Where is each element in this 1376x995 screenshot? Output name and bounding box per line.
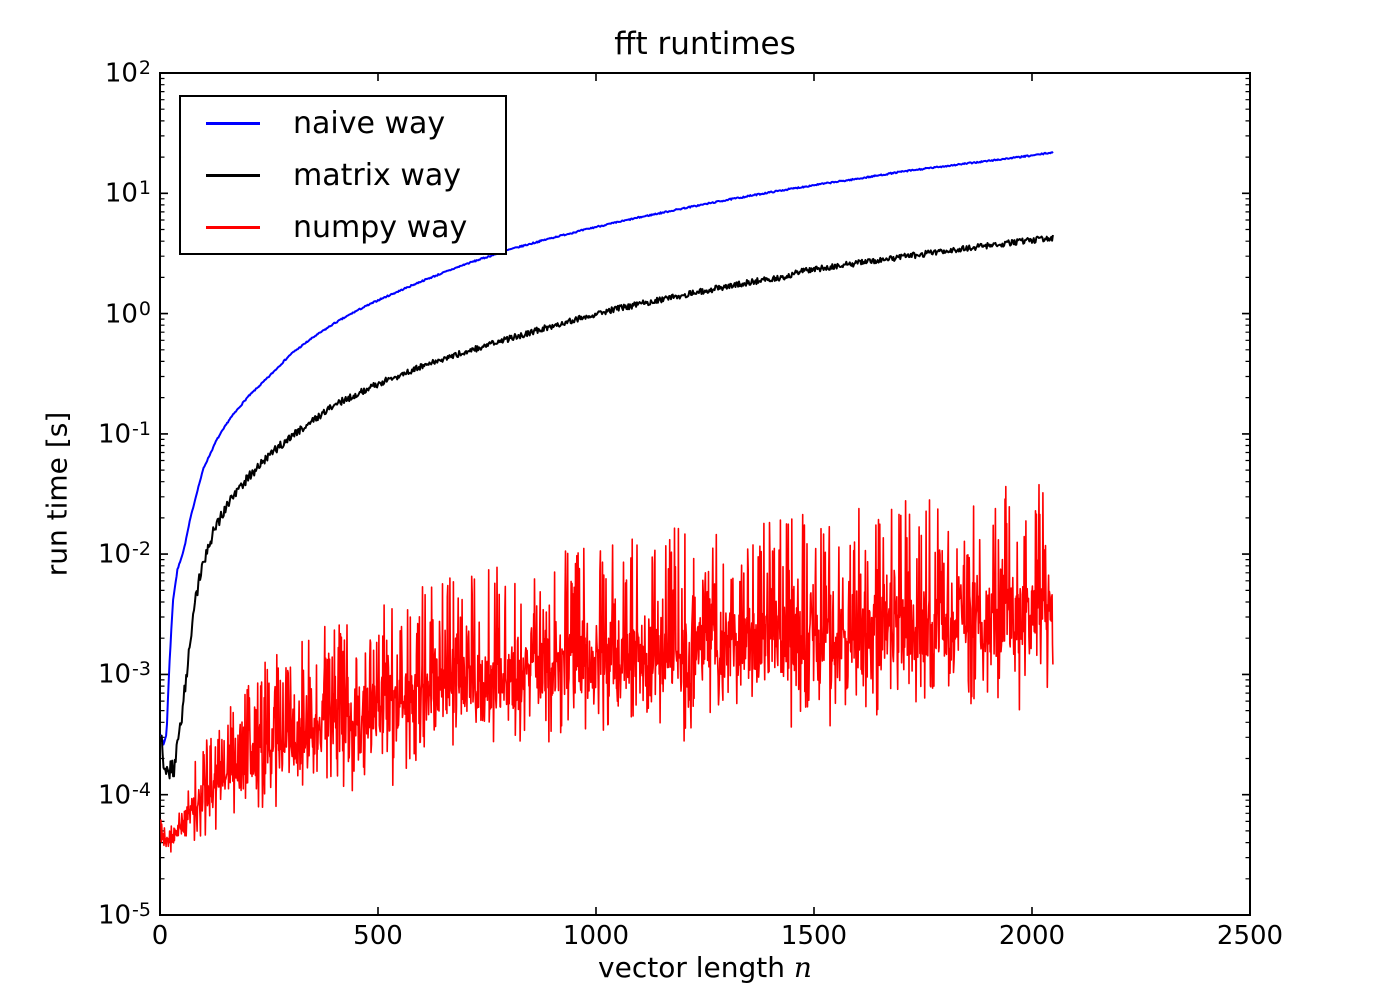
numpy-way-line bbox=[160, 483, 1054, 853]
x-axis-label: vector length n bbox=[160, 951, 1250, 984]
legend-label-numpy: numpy way bbox=[293, 209, 468, 245]
x-axis-label-text: vector length bbox=[598, 951, 794, 984]
naive-way-line-swatch bbox=[206, 121, 260, 125]
y-tick-label: 100 bbox=[104, 297, 151, 330]
legend: naive way matrix way numpy way bbox=[179, 95, 507, 255]
y-tick-label: 101 bbox=[104, 177, 151, 209]
major-ticks bbox=[159, 72, 1251, 916]
y-tick-label: 10-5 bbox=[97, 899, 151, 931]
x-tick-label: 1500 bbox=[780, 921, 848, 951]
y-tick-label: 102 bbox=[104, 57, 151, 89]
x-tick-label: 500 bbox=[353, 921, 403, 951]
chart-title: fft runtimes bbox=[614, 26, 796, 62]
legend-item-matrix: matrix way bbox=[181, 158, 505, 193]
matrix-way-line bbox=[159, 234, 1054, 780]
x-tick-label: 1000 bbox=[562, 921, 630, 951]
x-tick-label: 2500 bbox=[1216, 921, 1284, 951]
matrix-way-line-swatch bbox=[206, 173, 260, 177]
legend-label-matrix: matrix way bbox=[293, 157, 462, 193]
y-tick-label: 10-1 bbox=[97, 417, 151, 450]
axes-frame bbox=[159, 72, 1251, 916]
y-tick-label: 10-4 bbox=[97, 778, 151, 811]
legend-item-naive: naive way bbox=[181, 106, 505, 141]
y-tick-label: 10-3 bbox=[97, 658, 151, 691]
x-tick-label: 0 bbox=[151, 921, 169, 951]
y-tick-label: 10-2 bbox=[97, 538, 151, 570]
legend-item-numpy: numpy way bbox=[181, 210, 505, 245]
legend-label-naive: naive way bbox=[293, 105, 446, 141]
naive-way-line bbox=[159, 150, 1054, 746]
minor-ticks bbox=[160, 77, 1250, 880]
x-tick-label: 2000 bbox=[998, 921, 1066, 951]
numpy-way-line-swatch bbox=[206, 225, 260, 229]
x-axis-label-variable: n bbox=[793, 951, 812, 984]
